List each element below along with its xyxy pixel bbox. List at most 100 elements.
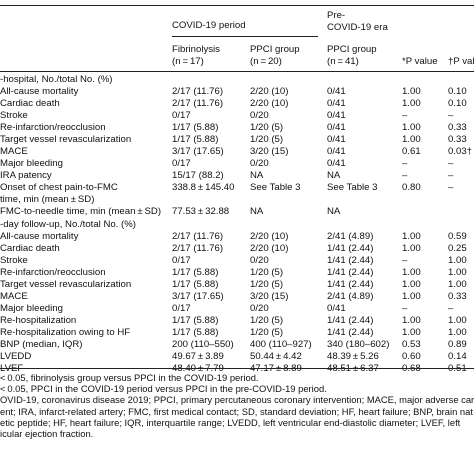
fibrinolysis-cell: 0/17	[172, 158, 191, 170]
p-value-dagger-cell: 0.33	[448, 122, 467, 134]
p-value-star-cell: 1.00	[402, 86, 421, 97]
ppci-covid-cell: 0/20	[250, 158, 269, 170]
footnote-line: < 0.05, fibrinolysis group versus PPCI i…	[0, 372, 259, 383]
ppci-covid-cell: 50.44 ± 4.42	[250, 350, 302, 362]
ppci-pre-cell: 0/41	[327, 158, 346, 170]
header-ppci-covid-line1: PPCI group	[250, 44, 300, 55]
fibrinolysis-cell: 1/17 (5.88)	[172, 134, 219, 146]
p-value-star-cell: –	[402, 158, 408, 170]
header-ppci-covid-line2: (n = 20)	[250, 56, 282, 67]
p-value-dagger-cell: –	[448, 158, 454, 170]
fibrinolysis-cell: 2/17 (11.76)	[172, 230, 224, 242]
row-label: Cardiac death	[0, 242, 60, 254]
footnote-line: < 0.05, PPCI in the COVID-19 period vers…	[0, 383, 327, 395]
header-pre-covid-line2: COVID-19 era	[327, 22, 388, 33]
p-value-star-cell: 1.00	[402, 266, 421, 278]
p-value-star-cell: 0.68	[402, 363, 421, 374]
fibrinolysis-cell: 15/17 (88.2)	[172, 170, 224, 182]
ppci-pre-cell: 0/41	[327, 134, 346, 146]
ppci-covid-cell: 3/20 (15)	[250, 146, 289, 158]
ppci-pre-cell: 48.39 ± 5.26	[327, 350, 379, 362]
row-label: Re-infarction/reocclusion	[0, 266, 106, 278]
p-value-dagger-cell: 1.00	[448, 278, 467, 290]
p-value-dagger-cell: 1.00	[448, 326, 467, 338]
ppci-pre-cell: 2/41 (4.89)	[327, 230, 374, 242]
p-value-dagger-cell: 0.10	[448, 86, 467, 97]
row-label: All-cause mortality	[0, 230, 79, 242]
row-label: FMC-to-needle time, min (mean ± SD)	[0, 206, 162, 218]
footnote-line: OVID-19, coronavirus disease 2019; PPCI,…	[0, 394, 474, 406]
p-value-dagger-cell: 1.00	[448, 266, 467, 278]
ppci-pre-cell: 1/41 (2.44)	[327, 314, 374, 326]
p-value-dagger-cell: 0.89	[448, 338, 467, 350]
row-label: Re-infarction/reocclusion	[0, 122, 106, 134]
ppci-covid-cell: 1/20 (5)	[250, 266, 284, 278]
row-label: Major bleeding	[0, 302, 63, 314]
footnote-line: icular ejection fraction.	[0, 428, 94, 439]
p-value-dagger-cell: 0.33	[448, 290, 467, 302]
p-value-star-cell: 0.80	[402, 182, 421, 194]
ppci-covid-cell: 0/20	[250, 302, 269, 314]
fibrinolysis-cell: 1/17 (5.88)	[172, 278, 219, 290]
ppci-pre-cell: See Table 3	[327, 182, 378, 194]
row-label: Stroke	[0, 110, 28, 122]
ppci-covid-cell: 2/20 (10)	[250, 230, 289, 242]
ppci-pre-cell: 0/41	[327, 122, 346, 134]
row-label: MACE	[0, 146, 28, 158]
header-p-value-star: *P value	[402, 56, 438, 67]
fibrinolysis-cell: 3/17 (17.65)	[172, 146, 224, 158]
ppci-pre-cell: 1/41 (2.44)	[327, 278, 374, 290]
ppci-pre-cell: 0/41	[327, 302, 346, 314]
row-label: -day follow-up, No./total No. (%)	[0, 218, 136, 230]
fibrinolysis-cell: 49.67 ± 3.89	[172, 350, 224, 362]
ppci-pre-cell: NA	[327, 206, 341, 218]
header-covid-period: COVID-19 period	[172, 20, 246, 31]
covid-period-rule	[172, 36, 318, 37]
ppci-pre-cell: 2/41 (4.89)	[327, 290, 374, 302]
p-value-star-cell: 0.61	[402, 146, 421, 158]
header-ppci-pre-line2: (n = 41)	[327, 56, 359, 67]
row-label: Re-hospitalization	[0, 314, 77, 326]
fibrinolysis-cell: 2/17 (11.76)	[172, 242, 224, 254]
p-value-star-cell: 0.60	[402, 350, 421, 362]
p-value-dagger-cell: 0.33	[448, 134, 467, 146]
p-value-star-cell: –	[402, 170, 408, 182]
fibrinolysis-cell: 1/17 (5.88)	[172, 314, 219, 326]
p-value-star-cell: 1.00	[402, 230, 421, 242]
ppci-covid-cell: 1/20 (5)	[250, 326, 284, 338]
fibrinolysis-cell: 2/17 (11.76)	[172, 98, 224, 110]
ppci-covid-cell: 1/20 (5)	[250, 122, 284, 134]
ppci-covid-cell: 2/20 (10)	[250, 86, 289, 97]
ppci-covid-cell: 2/20 (10)	[250, 242, 289, 254]
ppci-pre-cell: 0/41	[327, 146, 346, 158]
ppci-pre-cell: 1/41 (2.44)	[327, 254, 374, 266]
row-label: LVEDD	[0, 350, 32, 362]
fibrinolysis-cell: 0/17	[172, 302, 191, 314]
row-label: time, min (mean ± SD)	[0, 194, 95, 206]
row-label: Re-hospitalization owing to HF	[0, 326, 131, 338]
ppci-covid-cell: 1/20 (5)	[250, 134, 284, 146]
header-p-value-dagger: †P value	[448, 56, 474, 67]
fibrinolysis-cell: 0/17	[172, 110, 191, 122]
fibrinolysis-cell: 338.8 ± 145.40	[172, 182, 235, 194]
row-label: -hospital, No./total No. (%)	[0, 74, 113, 85]
ppci-pre-cell: 340 (180–602)	[327, 338, 390, 350]
p-value-star-cell: 1.00	[402, 314, 421, 326]
ppci-pre-cell: 48.51 ± 6.37	[327, 363, 379, 374]
row-label: MACE	[0, 290, 28, 302]
fibrinolysis-cell: 3/17 (17.65)	[172, 290, 224, 302]
fibrinolysis-cell: 1/17 (5.88)	[172, 122, 219, 134]
header-fibrinolysis-line1: Fibrinolysis	[172, 44, 220, 55]
ppci-pre-cell: NA	[327, 170, 341, 182]
ppci-covid-cell: 0/20	[250, 110, 269, 122]
header-pre-covid-line1: Pre-	[327, 10, 346, 21]
top-rule	[0, 5, 474, 6]
p-value-dagger-cell: 0.14	[448, 350, 467, 362]
p-value-star-cell: 1.00	[402, 134, 421, 146]
ppci-covid-cell: NA	[250, 206, 264, 218]
p-value-dagger-cell: 1.00	[448, 254, 467, 266]
bottom-rule	[0, 368, 474, 369]
ppci-covid-cell: NA	[250, 170, 264, 182]
ppci-pre-cell: 1/41 (2.44)	[327, 266, 374, 278]
ppci-covid-cell: 1/20 (5)	[250, 278, 284, 290]
